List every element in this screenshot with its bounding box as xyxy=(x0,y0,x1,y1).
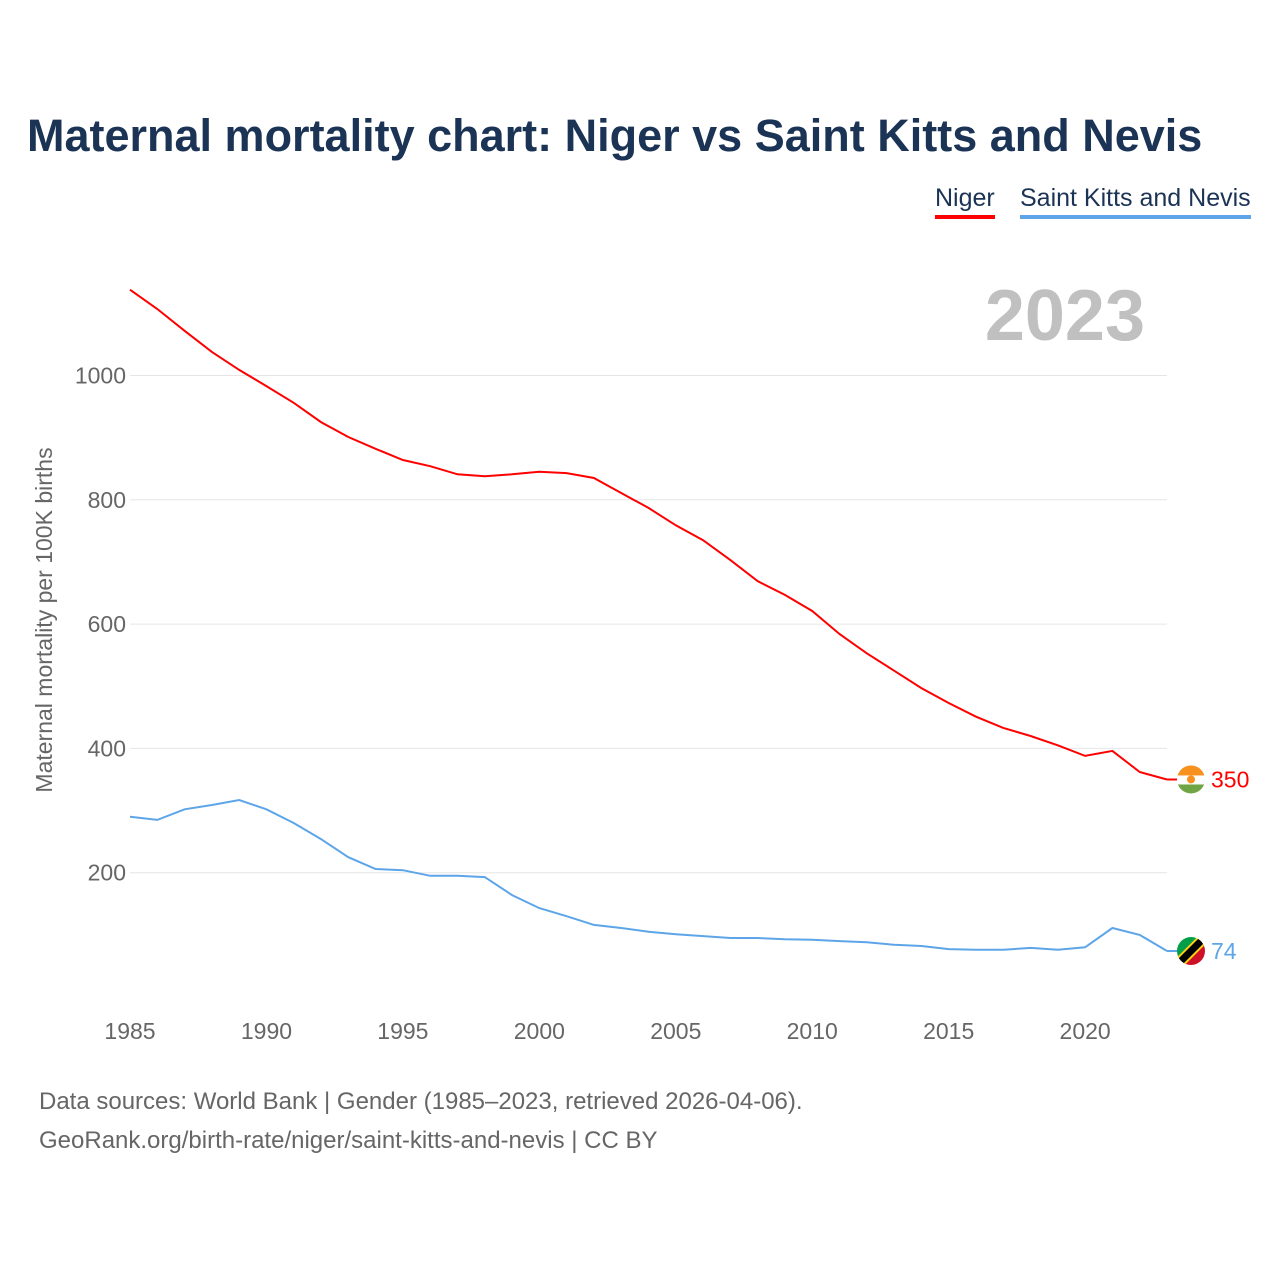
flag-body xyxy=(1177,765,1205,794)
series-line-niger xyxy=(129,288,1168,781)
x-tick-label: 2005 xyxy=(650,1018,701,1044)
flag-disc xyxy=(1187,775,1195,784)
x-tick-label: 2010 xyxy=(787,1018,838,1044)
niger-flag-icon xyxy=(1177,765,1205,794)
flag-stripe xyxy=(1177,784,1205,794)
y-tick-label: 200 xyxy=(88,860,126,886)
x-tick-label: 2000 xyxy=(514,1018,565,1044)
flag-stripe xyxy=(1177,765,1205,776)
source-url[interactable]: GeoRank.org/birth-rate/niger/saint-kitts… xyxy=(39,1127,658,1154)
end-value-label: 74 xyxy=(1211,938,1237,964)
x-tick-label: 2015 xyxy=(923,1018,974,1044)
saint-kitts-flag-icon xyxy=(1177,937,1205,966)
chart-title: Maternal mortality chart: Niger vs Saint… xyxy=(27,110,1203,161)
x-tick-label: 2020 xyxy=(1060,1018,1111,1044)
y-tick-label: 800 xyxy=(88,487,126,513)
y-tick-label: 600 xyxy=(88,611,126,637)
source-line: Data sources: World Bank | Gender (1985–… xyxy=(39,1088,803,1115)
y-tick-label: 1000 xyxy=(75,363,126,389)
y-axis-label: Maternal mortality per 100K births xyxy=(31,447,57,792)
x-tick-label: 1995 xyxy=(377,1018,428,1044)
series-line-saint-kitts-and-nevis xyxy=(129,798,1168,952)
legend-niger[interactable]: Niger xyxy=(935,184,995,219)
year-watermark: 2023 xyxy=(985,276,1145,356)
legend-saint-kitts-and-nevis[interactable]: Saint Kitts and Nevis xyxy=(1020,184,1251,219)
x-tick-label: 1990 xyxy=(241,1018,292,1044)
end-value-label: 350 xyxy=(1211,766,1249,792)
x-tick-label: 1985 xyxy=(104,1018,155,1044)
flag-body xyxy=(1177,937,1205,966)
y-tick-label: 400 xyxy=(88,735,126,761)
